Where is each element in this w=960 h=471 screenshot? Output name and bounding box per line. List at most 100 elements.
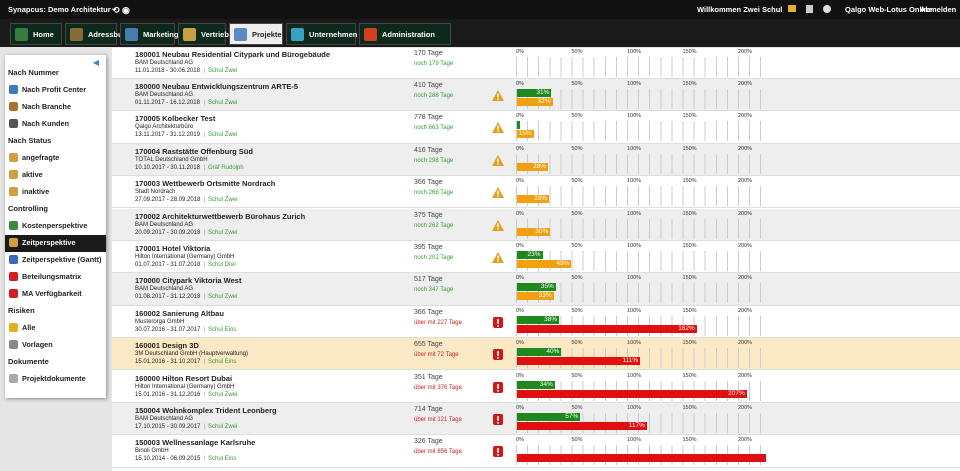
- warning-icon: [492, 122, 504, 134]
- nav-tab[interactable]: Administration: [359, 23, 451, 45]
- project-name: 170005 Kolbecker Test: [135, 114, 216, 124]
- nav-tab[interactable]: Home: [10, 23, 62, 45]
- dates: 27.09.2017 - 28.09.2018: [135, 197, 201, 204]
- project-name: 170003 Wettbewerb Ortsmitte Nordrach: [135, 179, 276, 189]
- scale-label: 200%: [738, 113, 753, 120]
- client: BAM Deutschland AG: [135, 91, 194, 98]
- welcome: Willkommen Zwei Schul: [697, 5, 783, 14]
- project-row[interactable]: 160001 Design 3D 3M Deutschland GmbH (Hau…: [112, 338, 960, 371]
- progress-area: 0% 50% 100% 150% 200% 57% 117%: [516, 402, 766, 435]
- scale-label: 0%: [516, 178, 524, 185]
- collapse[interactable]: ◀: [92, 58, 99, 67]
- duration: 351 Tage: [414, 373, 443, 381]
- nav-item[interactable]: Alle: [5, 320, 106, 337]
- person: Schul Zwei: [208, 197, 238, 204]
- person: Schul Zwei: [208, 423, 238, 430]
- person: Schul Zwei: [208, 391, 238, 398]
- nav-item[interactable]: Projektdokumente: [5, 371, 106, 388]
- nav-tab[interactable]: Marketing: [120, 23, 178, 45]
- nav-tab[interactable]: Unternehmen: [286, 23, 357, 45]
- dates: 20.09.2017 - 30.09.2018: [135, 229, 201, 236]
- dates: 15.01.2016 - 31.12.2016: [135, 391, 201, 398]
- separator: |: [204, 197, 206, 204]
- nav-tab[interactable]: Projekte: [229, 23, 283, 45]
- nav-item[interactable]: Beteilungsmatrix: [5, 269, 106, 286]
- scale-label: 150%: [682, 307, 697, 314]
- client: BAM Deutschland AG: [135, 286, 194, 293]
- nav-item[interactable]: MA Verfügbarkeit: [5, 286, 106, 303]
- nav-item[interactable]: angefragte: [5, 150, 106, 167]
- project-row[interactable]: 150003 Wellnessanlage Karlsruhe Binoli Gm…: [112, 435, 960, 468]
- project-name: 150004 Wohnkomplex Trident Leonberg: [135, 405, 277, 415]
- duration: 778 Tage: [414, 114, 443, 122]
- nav-item[interactable]: Kostenperspektive: [5, 218, 106, 235]
- project-row[interactable]: 170002 Architekturwettbewerb Bürohaus Zu…: [112, 208, 960, 241]
- nav-item[interactable]: inaktive: [5, 184, 106, 201]
- scale-label: 50%: [571, 80, 583, 87]
- project-row[interactable]: 170000 Citypark Viktoria West BAM Deutsch…: [112, 273, 960, 306]
- remaining: noch 268 Tage: [414, 190, 454, 197]
- separator: |: [204, 391, 206, 398]
- project-row[interactable]: 180001 Neubau Residential Citypark und B…: [112, 48, 960, 79]
- scale-label: 0%: [516, 48, 524, 55]
- client: Hilton International (Germany) GmbH: [135, 383, 235, 390]
- nav-tab[interactable]: Adressbuch: [65, 23, 131, 45]
- nav-tab[interactable]: Vertrieb: [178, 23, 229, 45]
- person: Schul Zwei: [208, 132, 238, 139]
- separator: |: [204, 67, 206, 74]
- project-row[interactable]: 150004 Wohnkomplex Trident Leonberg BAM D…: [112, 402, 960, 436]
- error-icon: [493, 413, 503, 425]
- remaining: noch 201 Tage: [414, 254, 454, 261]
- duration: 416 Tage: [414, 146, 443, 154]
- project-row[interactable]: 170005 Kolbecker Test Qalgo Architekturbü…: [112, 111, 960, 144]
- nav-item[interactable]: aktive: [5, 167, 106, 184]
- progress-bar: 34%: [517, 380, 555, 389]
- logout[interactable]: Abmelden: [920, 5, 957, 14]
- dates: 15.01.2016 - 31.10.2017: [135, 359, 201, 366]
- scale-label: 100%: [627, 404, 642, 411]
- progress-area: 0% 50% 100% 150% 200% 15%: [516, 111, 766, 144]
- scale-label: 0%: [516, 372, 524, 379]
- duration: 517 Tage: [414, 276, 443, 284]
- remaining: noch 347 Tage: [414, 287, 454, 294]
- project-row[interactable]: 170003 Wettbewerb Ortsmitte Nordrach Stad…: [112, 176, 960, 209]
- scale-label: 150%: [682, 275, 697, 282]
- dates: 13.11.2017 - 31.12.2019: [135, 132, 200, 139]
- project-row[interactable]: 180000 Neubau Entwicklungszentrum ARTE-5…: [112, 78, 960, 112]
- error-icon: [493, 381, 503, 393]
- project-row[interactable]: 170001 Hotel Viktoria Hilton Internationa…: [112, 240, 960, 274]
- help-icon[interactable]: [823, 5, 831, 13]
- scale-label: 0%: [516, 404, 524, 411]
- duration: 410 Tage: [414, 81, 443, 89]
- person: Schul Zwei: [208, 67, 238, 74]
- scale-label: 50%: [571, 242, 583, 249]
- scale-label: 150%: [682, 145, 697, 152]
- scale-label: 50%: [571, 437, 583, 444]
- error-icon: [493, 349, 503, 361]
- history-icons[interactable]: ⟲ ◉: [112, 5, 130, 15]
- person: Schul Eins: [208, 456, 237, 463]
- nav-item[interactable]: Zeitperspektive (Gantt): [5, 252, 106, 269]
- nav-item[interactable]: Zeitperspektive: [5, 235, 106, 252]
- scale-label: 100%: [627, 340, 642, 347]
- remaining: über mit 856 Tage: [414, 449, 462, 456]
- project-row[interactable]: 160002 Sanierung Altbau Musterorga GmbH 30…: [112, 305, 960, 339]
- nav-item[interactable]: Nach Branche: [5, 99, 106, 116]
- mail-icon[interactable]: [788, 5, 796, 12]
- scale-label: 150%: [682, 178, 697, 185]
- progress-area: 0% 50% 100% 150% 200% 34% 207%: [516, 370, 766, 403]
- doc-icon[interactable]: [806, 5, 813, 13]
- person: Schul Zwei: [208, 99, 238, 106]
- scale-label: 100%: [627, 210, 642, 217]
- nav-item[interactable]: Nach Profit Center: [5, 82, 106, 99]
- project-row[interactable]: 160000 Hilton Resort Dubai Hilton Interna…: [112, 370, 960, 403]
- duration: 395 Tage: [414, 243, 443, 251]
- scale-label: 50%: [571, 178, 583, 185]
- nav-item[interactable]: Vorlagen: [5, 337, 106, 354]
- scale-label: 200%: [738, 145, 753, 152]
- sidebar: ◀ Nach Nummer Nach Profit Center Nach Branc…: [5, 55, 106, 398]
- section-header: Nach Status: [8, 136, 52, 145]
- project-row[interactable]: 170004 Raststätte Offenburg Süd TOTAL Deu…: [112, 143, 960, 177]
- nav-item[interactable]: Nach Kunden: [5, 116, 106, 133]
- scale-label: 50%: [571, 48, 583, 55]
